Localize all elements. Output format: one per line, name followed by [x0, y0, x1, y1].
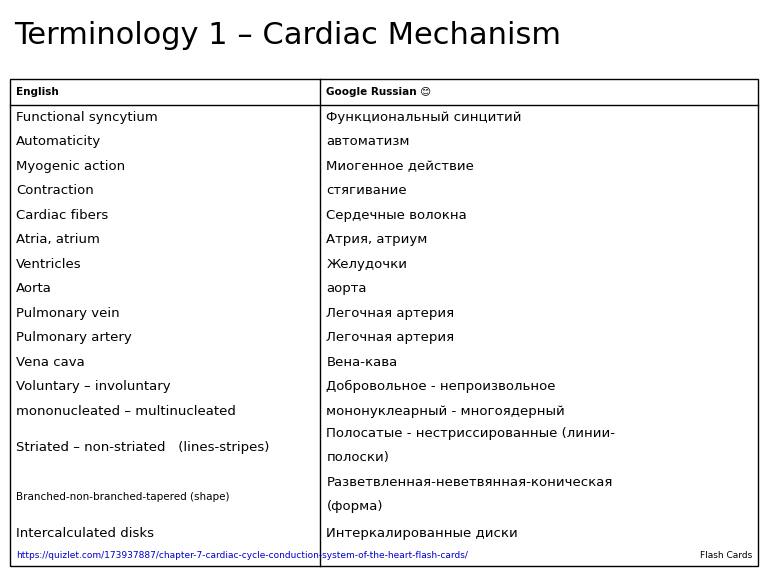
Text: мононуклеарный - многоядерный: мононуклеарный - многоядерный [326, 405, 565, 418]
Text: аорта: аорта [326, 282, 367, 295]
Text: Contraction: Contraction [16, 184, 94, 197]
Text: полоски): полоски) [326, 452, 389, 464]
Text: стягивание: стягивание [326, 184, 407, 197]
Text: Myogenic action: Myogenic action [16, 160, 125, 173]
Text: Легочная артерия: Легочная артерия [326, 307, 455, 320]
Text: https://quizlet.com/173937887/chapter-7-cardiac-cycle-conduction-system-of-the-h: https://quizlet.com/173937887/chapter-7-… [16, 551, 468, 559]
Text: Striated – non-striated   (lines-stripes): Striated – non-striated (lines-stripes) [16, 441, 270, 454]
Text: Добровольное - непроизвольное: Добровольное - непроизвольное [326, 380, 556, 393]
Text: Полосатые - нестриссированные (линии-: Полосатые - нестриссированные (линии- [326, 427, 615, 440]
Text: Automaticity: Automaticity [16, 135, 101, 148]
Text: автоматизм: автоматизм [326, 135, 410, 148]
Text: Pulmonary vein: Pulmonary vein [16, 307, 120, 320]
Text: Cardiac fibers: Cardiac fibers [16, 209, 108, 222]
Text: Сердечные волокна: Сердечные волокна [326, 209, 467, 222]
Text: Атрия, атриум: Атрия, атриум [326, 233, 428, 247]
Bar [10, 79, 758, 566]
Text: Vena cava: Vena cava [16, 356, 84, 369]
Text: Функциональный синцитий: Функциональный синцитий [326, 111, 522, 124]
Text: Pulmonary artery: Pulmonary artery [16, 331, 132, 344]
Text: Ventricles: Ventricles [16, 257, 81, 271]
Text: English: English [16, 87, 58, 97]
Text: Aorta: Aorta [16, 282, 52, 295]
Text: mononucleated – multinucleated: mononucleated – multinucleated [16, 405, 236, 418]
Text: Вена-кава: Вена-кава [326, 356, 398, 369]
Text: Intercalculated disks: Intercalculated disks [16, 527, 154, 540]
Text: Интеркалированные диски: Интеркалированные диски [326, 527, 518, 540]
Text: Google Russian 😊: Google Russian 😊 [326, 87, 432, 97]
Text: Разветвленная-неветвянная-коническая: Разветвленная-неветвянная-коническая [326, 476, 613, 489]
Text: Voluntary – involuntary: Voluntary – involuntary [16, 380, 170, 393]
Text: Желудочки: Желудочки [326, 257, 407, 271]
Text: Flash Cards: Flash Cards [700, 551, 752, 559]
Text: Миогенное действие: Миогенное действие [326, 160, 475, 173]
Text: (форма): (форма) [326, 501, 383, 513]
Text: Легочная артерия: Легочная артерия [326, 331, 455, 344]
Text: Terminology 1 – Cardiac Mechanism: Terminology 1 – Cardiac Mechanism [14, 21, 561, 50]
Text: Branched-non-branched-tapered (shape): Branched-non-branched-tapered (shape) [16, 492, 230, 502]
Text: Functional syncytium: Functional syncytium [16, 111, 157, 124]
Text: Atria, atrium: Atria, atrium [16, 233, 100, 247]
